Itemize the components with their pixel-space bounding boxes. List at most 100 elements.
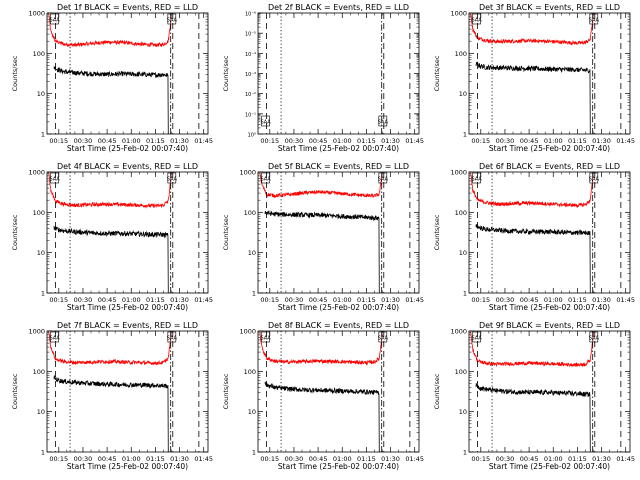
y-axis-label: Counts/sec — [222, 373, 230, 409]
saa-flag-label: SAA — [589, 177, 600, 183]
xtick-label: 01:00 — [333, 137, 352, 145]
saa-flag-label: SAA — [167, 177, 178, 183]
xtick-label: 01:15 — [357, 455, 376, 463]
ytick-label: 10⁻⁵ — [245, 32, 256, 38]
y-axis-label: Counts/sec — [222, 214, 230, 250]
saa-flag: SAA — [49, 13, 60, 25]
ytick-label: 10⁻¹ — [245, 112, 256, 118]
xtick-label: 01:00 — [122, 455, 141, 463]
ytick-label: 1000 — [28, 10, 45, 18]
saa-flag-label: SAA — [589, 18, 600, 24]
axes-box — [46, 330, 209, 453]
series-events — [53, 375, 169, 452]
xtick-label: 00:45 — [98, 296, 117, 304]
xtick-label: 00:30 — [74, 455, 93, 463]
xtick-label: 00:45 — [309, 296, 328, 304]
xtick-label: 00:15 — [49, 137, 68, 145]
xtick-label: 01:30 — [381, 296, 400, 304]
xtick-label: 01:45 — [616, 296, 635, 304]
series-lld — [48, 172, 172, 209]
series-events — [475, 61, 591, 134]
panel-title: Det 8f BLACK = Events, RED = LLD — [268, 321, 409, 330]
ytick-label: 10 — [37, 249, 45, 257]
xtick-label: 00:30 — [285, 137, 304, 145]
ytick-label: 100 — [455, 368, 467, 376]
ytick-label: 1 — [41, 449, 45, 457]
axes-box — [257, 12, 420, 135]
panel-title: Det 9f BLACK = Events, RED = LLD — [479, 321, 620, 330]
xtick-label: 01:45 — [405, 455, 424, 463]
ytick-label: 10 — [248, 249, 256, 257]
xtick-label: 01:00 — [333, 455, 352, 463]
panel-title: Det 4f BLACK = Events, RED = LLD — [57, 162, 198, 171]
xtick-label: 00:30 — [496, 137, 515, 145]
axes-box — [46, 171, 209, 294]
xtick-label: 00:15 — [260, 137, 279, 145]
x-axis-label: Start Time (25-Feb-02 00:07:40) — [67, 303, 188, 312]
xtick-label: 01:00 — [544, 296, 563, 304]
panel-title: Det 2f BLACK = Events, RED = LLD — [268, 3, 409, 12]
xtick-label: 01:15 — [146, 455, 165, 463]
xtick-label: 01:30 — [381, 137, 400, 145]
saa-flag: SAA — [260, 172, 271, 184]
xtick-label: 01:30 — [592, 455, 611, 463]
xtick-label: 01:15 — [568, 455, 587, 463]
saa-flag-label: SAA — [378, 177, 389, 183]
y-axis-label: Counts/sec — [11, 55, 19, 91]
axes-box — [257, 330, 420, 453]
ytick-label: 1000 — [450, 169, 467, 177]
ytick-label: 100 — [244, 368, 256, 376]
xtick-label: 00:30 — [285, 455, 304, 463]
saa-flag-label: SAA — [378, 120, 389, 126]
series-lld — [259, 172, 383, 199]
ytick-label: 10 — [37, 408, 45, 416]
saa-flag: SAA — [167, 172, 178, 184]
ytick-label: 1 — [463, 290, 467, 298]
saa-flag-label: SAA — [49, 177, 60, 183]
xtick-label: 01:00 — [544, 137, 563, 145]
series-events — [264, 210, 380, 293]
ytick-label: 10⁻⁴ — [245, 52, 256, 58]
saa-flag-label: SAA — [471, 336, 482, 342]
panel-title: Det 7f BLACK = Events, RED = LLD — [57, 321, 198, 330]
saa-flag: SAA — [49, 172, 60, 184]
axes-box — [46, 12, 209, 135]
series-events — [264, 381, 380, 452]
x-axis-label: Start Time (25-Feb-02 00:07:40) — [67, 144, 188, 153]
saa-flag: SAA — [471, 331, 482, 343]
xtick-label: 00:45 — [309, 455, 328, 463]
ytick-label: 1000 — [450, 328, 467, 336]
ytick-label: 1000 — [28, 328, 45, 336]
xtick-label: 01:15 — [568, 137, 587, 145]
ytick-label: 100 — [455, 209, 467, 217]
panel-title: Det 1f BLACK = Events, RED = LLD — [57, 3, 198, 12]
series-lld — [470, 331, 594, 368]
x-axis-label: Start Time (25-Feb-02 00:07:40) — [67, 462, 188, 471]
saa-flag-label: SAA — [471, 177, 482, 183]
ytick-label: 10⁻² — [245, 92, 256, 98]
ytick-label: 1 — [463, 131, 467, 139]
ytick-label: 100 — [33, 209, 45, 217]
saa-flag: SAA — [378, 172, 389, 184]
xtick-label: 00:30 — [496, 296, 515, 304]
xtick-label: 01:45 — [194, 137, 213, 145]
xtick-label: 01:15 — [357, 137, 376, 145]
series-lld — [48, 13, 172, 48]
axes-box — [257, 171, 420, 294]
saa-flag-label: SAA — [49, 336, 60, 342]
xtick-label: 01:45 — [405, 137, 424, 145]
panel-title: Det 3f BLACK = Events, RED = LLD — [479, 3, 620, 12]
saa-flag-label: SAA — [167, 336, 178, 342]
ytick-label: 100 — [244, 209, 256, 217]
series-lld — [259, 331, 383, 366]
series-events — [53, 66, 169, 134]
saa-flag: SAA — [260, 331, 271, 343]
panel-det-8f: Det 8f BLACK = Events, RED = LLD SAA SAA 1 1… — [222, 321, 424, 471]
xtick-label: 00:30 — [496, 455, 515, 463]
xtick-label: 01:45 — [194, 296, 213, 304]
xtick-label: 01:15 — [568, 296, 587, 304]
panel-det-1f: Det 1f BLACK = Events, RED = LLD SAA SAA 1 1… — [11, 3, 213, 153]
y-axis-label: Counts/sec — [222, 55, 230, 91]
series-events — [53, 225, 169, 293]
